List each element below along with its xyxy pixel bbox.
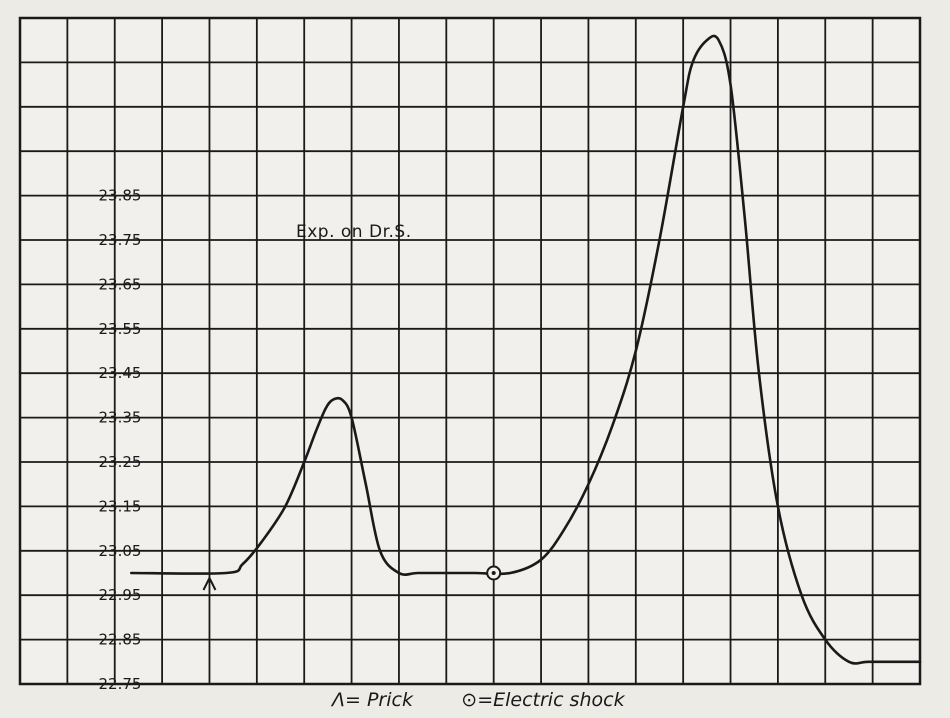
y-tick-label: 23.05	[99, 542, 142, 560]
y-tick-label: 23.25	[99, 453, 142, 471]
series-line	[130, 34, 922, 665]
prick-marker-icon	[202, 575, 217, 591]
y-tick-label: 22.95	[99, 586, 142, 604]
y-tick-label: 23.45	[99, 364, 142, 382]
plot-frame	[18, 16, 922, 686]
y-tick-label: 22.75	[99, 675, 142, 693]
y-tick-label: 23.15	[99, 497, 142, 515]
legend-text: Λ= Prick ⊙=Electric shock	[330, 689, 626, 711]
y-tick-label: 23.55	[99, 320, 142, 338]
y-tick-label: 23.35	[99, 409, 142, 427]
y-tick-label: 23.75	[99, 231, 142, 249]
y-tick-label: 22.85	[99, 631, 142, 649]
y-tick-label: 23.85	[99, 187, 142, 205]
y-tick-label: 23.65	[99, 275, 142, 293]
y-tick-labels: 23.85 23.75 23.65 23.55 23.45 23.35 23.25 23.15…	[99, 187, 142, 693]
chart-title: Exp. on Dr.S.	[296, 222, 412, 242]
grid	[20, 18, 920, 684]
annotations	[202, 565, 502, 591]
electric-shock-marker-dot	[491, 571, 496, 575]
